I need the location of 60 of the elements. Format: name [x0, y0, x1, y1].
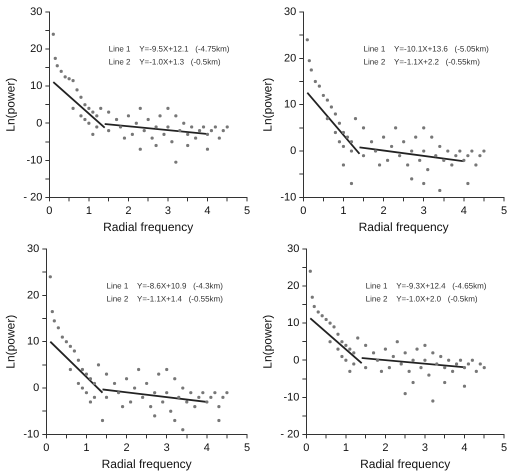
x-tick-label: 4 [204, 442, 210, 454]
y-tick-label: -10 [280, 191, 296, 204]
y-tick-label: 0 [293, 354, 300, 366]
x-tick-label: 1 [86, 205, 92, 218]
x-tick-label: 5 [500, 442, 508, 454]
y-tick-label: 0 [33, 382, 40, 394]
annotation: Line 2 Y=-1.1X+1.4 (-0.55km) [106, 294, 224, 304]
y-axis-title: Ln(power) [260, 314, 275, 369]
y-tick-label: 30 [287, 243, 300, 256]
x-axis-title: Radial frequency [360, 457, 450, 472]
y-tick-label: 10 [30, 80, 42, 92]
annotation: Line 2 Y=-1.1X+2.2 (-0.55km) [364, 57, 480, 66]
y-tick-label: 0 [36, 117, 42, 130]
x-tick-label: 3 [422, 442, 428, 454]
y-tick-label: 20 [27, 289, 40, 302]
x-tick-label: 2 [125, 205, 132, 218]
annotation: Line 2 Y=-1.0X+2.0 (-0.5km) [366, 294, 478, 304]
x-tick-label: 1 [342, 442, 349, 454]
y-tick-label: -10 [26, 154, 42, 166]
annotation: Line 1 Y=-9.5X+12.1 (-4.75km) [108, 44, 230, 54]
x-tick-label: 0 [303, 442, 310, 454]
x-tick-label: 3 [164, 442, 170, 454]
y-tick-label: 10 [284, 98, 296, 111]
x-tick-label: 1 [83, 442, 90, 454]
x-tick-label: 0 [46, 205, 52, 218]
y-tick-label: 20 [30, 43, 42, 56]
x-axis-title: Radial frequency [103, 220, 194, 234]
x-tick-label: 4 [204, 205, 211, 218]
y-tick-label: - 20 [23, 191, 42, 204]
x-axis-title: Radial frequency [358, 220, 449, 234]
y-tick-label: -10 [23, 428, 40, 440]
y-tick-label: 0 [290, 145, 296, 158]
x-tick-label: 5 [244, 205, 250, 218]
y-axis-title: Ln(power) [260, 78, 275, 132]
annotation: Line 2 Y=-1.0X+1.3 (-0.5km) [108, 57, 221, 66]
annotation: Line 1 Y=-10.1X+13.6 (-5.05km) [364, 44, 490, 54]
x-tick-label: 3 [164, 205, 172, 218]
y-axis-title: Ln(power) [4, 78, 18, 132]
y-tick-label: 30 [284, 6, 296, 18]
y-tick-label: 30 [27, 243, 40, 256]
x-tick-label: 2 [382, 442, 388, 454]
x-tick-label: 2 [124, 442, 130, 454]
y-tick-label: 20 [287, 280, 300, 292]
x-tick-label: 4 [461, 442, 468, 454]
x-tick-label: 1 [340, 205, 346, 218]
annotation: Line 1 Y=-9.3X+12.4 (-4.65km) [366, 281, 487, 290]
y-tick-label: 20 [284, 52, 296, 64]
x-tick-label: 3 [420, 205, 427, 218]
x-axis-title: Radial frequency [102, 457, 192, 472]
y-tick-label: -10 [283, 391, 300, 404]
y-tick-label: 10 [27, 336, 40, 348]
x-tick-label: 2 [380, 205, 387, 218]
y-tick-label: - 20 [280, 428, 300, 440]
annotation: Line 1 Y=-8.6X+10.9 (-4.3km) [106, 281, 224, 290]
x-tick-label: 4 [460, 205, 467, 218]
y-axis-title: Ln(power) [4, 314, 18, 369]
y-tick-label: 10 [287, 317, 300, 330]
x-tick-label: 5 [500, 205, 508, 218]
x-tick-label: 5 [244, 442, 250, 454]
y-tick-label: 30 [30, 6, 42, 18]
